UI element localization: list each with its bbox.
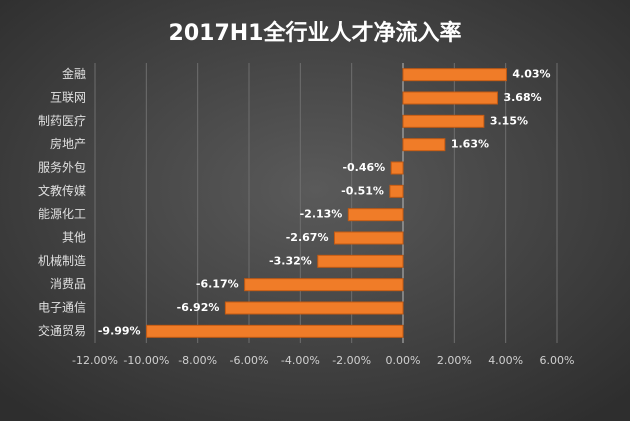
data-label: 3.15% [490,114,528,127]
x-tick-label: 4.00% [488,354,523,367]
x-tick-label: 6.00% [540,354,575,367]
data-label: -2.67% [286,231,329,244]
bar [317,254,404,268]
y-tick-label: 互联网 [50,91,86,105]
y-tick-label: 交通贸易 [38,323,86,338]
y-tick-label: 机械制造 [38,253,86,268]
data-label: -9.99% [98,324,141,337]
y-tick-label: 其他 [62,231,86,245]
data-label: 3.68% [503,91,541,104]
x-tick-label: 2.00% [437,354,472,367]
bar [146,324,404,338]
x-tick-label: -8.00% [178,354,217,367]
x-tick-label: 0.00% [386,354,421,367]
bar [347,208,404,222]
x-tick-label: -10.00% [123,354,169,367]
y-tick-label: 服务外包 [38,160,86,175]
y-tick-label: 制药医疗 [38,114,86,128]
x-tick-label: -2.00% [332,354,371,367]
bar [402,138,446,152]
data-label: 1.63% [451,138,489,151]
y-tick-label: 消费品 [50,277,86,291]
y-tick-label: 房地产 [50,136,86,151]
bar [402,114,485,128]
x-tick-label: -12.00% [72,354,118,367]
bar [402,91,498,105]
x-tick-label: -4.00% [281,354,320,367]
x-tick-label: -6.00% [230,354,269,367]
data-label: -0.51% [341,184,384,197]
bar [224,301,404,315]
data-label: 4.03% [512,68,550,81]
bar [402,68,507,82]
data-label: -2.13% [300,208,343,221]
data-label: -0.46% [342,161,385,174]
bar [389,184,404,198]
y-tick-label: 金融 [62,66,86,81]
data-label: -3.32% [269,254,312,267]
bar [390,161,404,175]
data-label: -6.17% [196,278,239,291]
y-tick-label: 文教传媒 [38,183,86,198]
bar [333,231,404,245]
chart-title: 2017H1全行业人才净流入率 [169,20,462,46]
y-tick-label: 电子通信 [38,301,86,315]
data-label: -6.92% [177,301,220,314]
y-tick-label: 能源化工 [38,207,86,221]
bar [244,278,404,292]
